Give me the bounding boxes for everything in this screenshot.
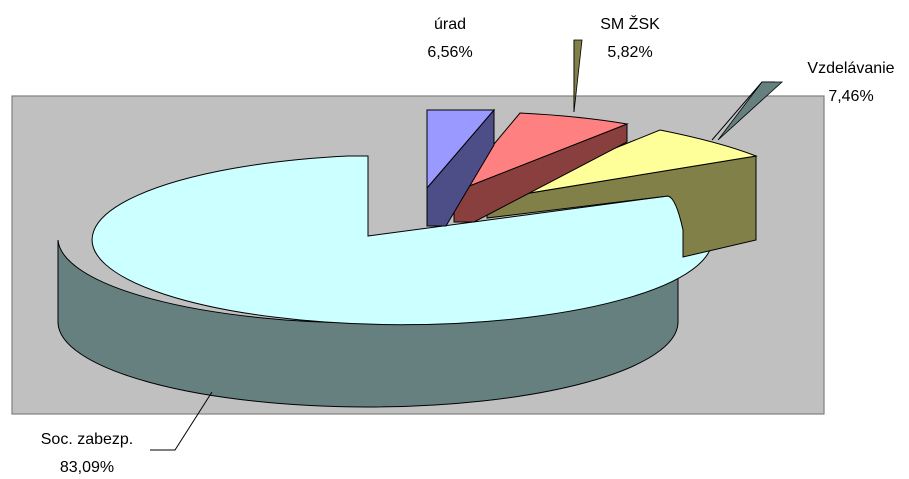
slice-vzdelavanie: [486, 129, 758, 258]
slice-sm-zsk: [453, 112, 629, 223]
label-vzdelavanie-value: 7,46%: [828, 88, 873, 105]
slice-soc-zabezp: [57, 155, 713, 408]
slice-soc-zabezp-top: [91, 155, 713, 326]
label-urad-value: 6,56%: [427, 44, 472, 61]
leader-line-sm-zsk-mark: [573, 39, 583, 113]
leader-line-soc-zabezp: [150, 391, 213, 451]
label-sm-zsk-name: SM ŽSK: [600, 14, 660, 33]
slice-urad-top: [426, 109, 496, 190]
label-soc-zabezp-name: Soc. zabezp.: [41, 431, 134, 448]
label-soc-zabezp-value: 83,09%: [60, 459, 114, 476]
slice-vzdelavanie-side: [486, 155, 757, 258]
label-vzdelavanie-name: Vzdelávanie: [807, 60, 894, 77]
label-urad-name: úrad: [434, 16, 466, 33]
slice-sm-zsk-top: [453, 112, 629, 193]
label-sm-zsk-value: 5,82%: [607, 44, 652, 61]
leader-line-vzdelavanie-mark: [717, 81, 784, 141]
slice-urad: [426, 108, 496, 227]
slice-vzdelavanie-top: [486, 129, 758, 201]
